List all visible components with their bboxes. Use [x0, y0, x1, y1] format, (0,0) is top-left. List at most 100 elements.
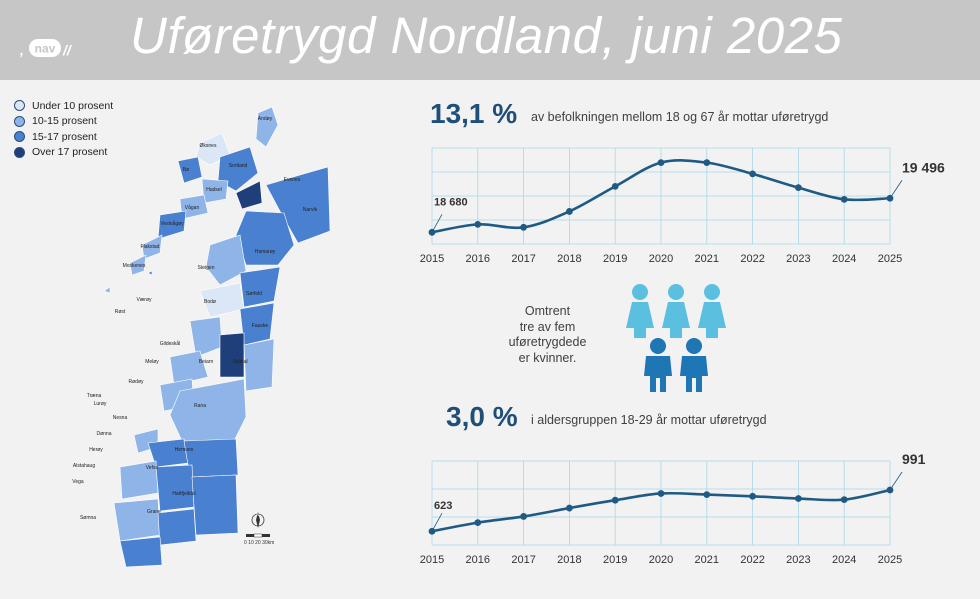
map-region	[103, 286, 111, 294]
label-oksnes: Øksnes	[200, 143, 217, 149]
x-tick-label: 2022	[740, 554, 764, 566]
woman-icon	[662, 284, 690, 338]
x-tick-label: 2019	[603, 253, 627, 265]
legend-swatch	[14, 131, 25, 143]
label-grane: Grane	[147, 509, 161, 515]
legend-item: 10-15 prosent	[14, 114, 113, 130]
map-region	[129, 254, 147, 276]
label-hemnes: Hemnes	[175, 447, 194, 453]
map-region	[177, 156, 203, 184]
logo-text: nav	[35, 42, 56, 56]
label-vestvagoy: Vestvågøy	[160, 220, 184, 227]
stat2-label: i aldersgruppen 18-29 år mottar uføretry…	[531, 413, 767, 427]
data-point	[428, 228, 436, 236]
woman-icon	[626, 284, 654, 338]
x-tick-label: 2015	[420, 253, 444, 265]
callout-line	[431, 214, 443, 233]
label-moskenes: Moskenes	[123, 263, 146, 269]
x-tick-label: 2023	[786, 253, 810, 265]
legend-swatch	[14, 146, 25, 158]
chart-young: 2015 2016 2017 2018 2019 2020 2021 2022 2023 2024…	[420, 451, 926, 566]
data-point	[611, 183, 619, 190]
label-rost: Røst	[115, 309, 126, 315]
data-point	[795, 495, 802, 502]
map-region	[205, 234, 247, 286]
x-tick-label: 2016	[466, 554, 490, 566]
data-point	[566, 504, 573, 512]
women-text-line: Omtrent	[524, 304, 571, 318]
map-region	[217, 146, 259, 192]
x-tick-label: 2017	[511, 554, 535, 566]
label-nesna: Nesna	[113, 415, 128, 421]
map-region	[155, 464, 195, 512]
map-region	[119, 536, 163, 568]
woman-icon	[698, 284, 726, 338]
label-rodoy: Rødøy	[129, 379, 145, 385]
women-text-line: er kvinner.	[518, 350, 577, 365]
map-region	[141, 234, 163, 260]
label-rana: Rana	[194, 403, 206, 409]
x-tick-label: 2023	[786, 554, 810, 566]
label-luroy: Lurøy	[94, 401, 107, 407]
label-vega: Vega	[72, 479, 84, 485]
data-point	[749, 170, 756, 178]
legend-label: 10-15 prosent	[32, 115, 97, 128]
label-donna: Dønna	[96, 431, 111, 437]
data-point	[657, 159, 665, 167]
label-hadsel: Hadsel	[206, 187, 222, 193]
x-tick-label: 2017	[511, 253, 535, 265]
legend-swatch	[14, 100, 25, 112]
last-value-label: 991	[902, 451, 926, 467]
legend-item: 15-17 prosent	[14, 129, 113, 145]
map-legend: Under 10 prosent 10-15 prosent 15-17 pro…	[14, 98, 113, 160]
stat2-value: 3,0 %	[446, 401, 518, 432]
label-bo: Bø	[183, 167, 189, 173]
x-tick-label: 2025	[878, 554, 902, 566]
legend-label: Under 10 prosent	[32, 99, 114, 112]
data-point	[657, 490, 665, 497]
data-point	[611, 496, 619, 504]
callout-line	[889, 471, 903, 491]
x-tick-label: 2021	[695, 253, 719, 265]
label-hamaroy: Hamarøy	[255, 249, 276, 255]
x-tick-label: 2022	[740, 253, 764, 265]
x-tick-label: 2019	[603, 554, 627, 566]
data-point	[474, 519, 482, 526]
label-gildeskal: Gildeskål	[160, 340, 181, 347]
first-value-label: 18 680	[434, 196, 468, 208]
last-value-label: 19 496	[902, 159, 945, 175]
stat1-label: av befolkningen mellom 18 og 67 år motta…	[531, 110, 829, 124]
x-tick-label: 2024	[832, 253, 856, 265]
x-tick-label: 2018	[557, 554, 581, 566]
map-region	[243, 338, 275, 392]
label-hattfjelldal: Hattfjelldal	[172, 491, 195, 497]
map-region	[119, 460, 159, 500]
x-tick-label: 2024	[832, 554, 856, 566]
map-region	[235, 210, 295, 266]
label-vefsn: Vefsn	[146, 465, 159, 471]
label-fauske: Fauske	[252, 323, 269, 329]
man-icon	[680, 338, 708, 392]
data-point	[474, 220, 482, 228]
x-tick-label: 2020	[649, 253, 673, 265]
x-tick-label: 2018	[557, 253, 581, 265]
label-steigen: Steigen	[198, 265, 215, 271]
header-bar: , nav // Uføretrygd Nordland, juni 2025	[0, 0, 980, 80]
data-point	[566, 208, 573, 215]
x-tick-label: 2015	[420, 554, 444, 566]
data-point	[749, 492, 756, 500]
x-tick-label: 2020	[649, 554, 673, 566]
scale-label: 0 10 20 30km	[244, 540, 274, 546]
data-point	[520, 513, 527, 520]
label-saltdal: Saltdal	[232, 359, 247, 365]
data-point	[795, 184, 802, 192]
map-region	[235, 180, 263, 210]
map-region	[219, 332, 245, 378]
label-heroy: Herøy	[89, 447, 103, 453]
nordland-map: Andøy Øksnes Bø Sortland Hadsel Evenes V…	[72, 106, 331, 568]
x-tick-label: 2021	[695, 554, 719, 566]
svg-text://: //	[62, 42, 73, 58]
map-region	[157, 508, 197, 546]
people-icons	[626, 284, 726, 392]
data-point	[840, 195, 848, 203]
